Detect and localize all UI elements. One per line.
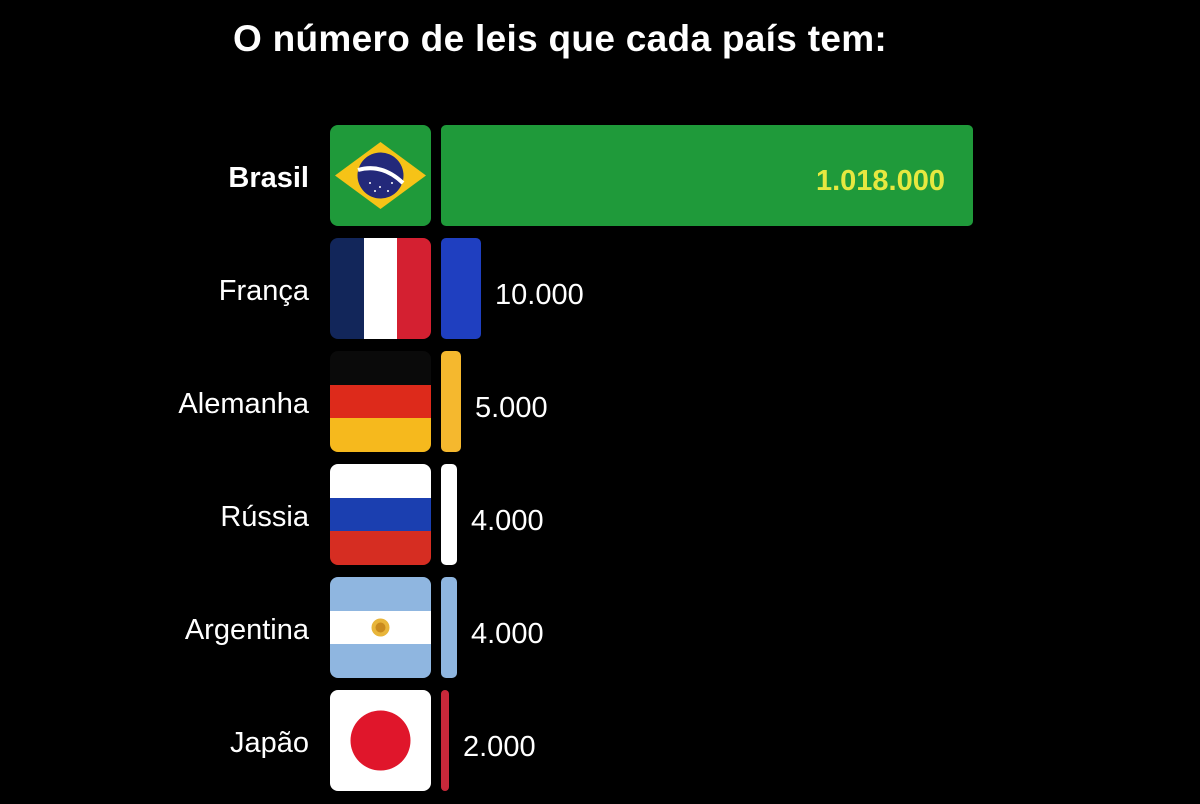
category-label: Alemanha <box>178 388 309 420</box>
russia-flag-icon <box>330 464 431 565</box>
chart-title: O número de leis que cada país tem: <box>232 18 888 59</box>
value-label: 4.000 <box>471 505 544 537</box>
argentina-flag-icon <box>330 577 431 678</box>
bar <box>441 125 973 226</box>
category-label: Rússia <box>220 501 309 533</box>
bar-row: Japão 2.000 <box>0 690 1200 791</box>
bar <box>441 577 457 678</box>
bar-row: Brasil 1.018.000 <box>0 125 1200 226</box>
value-label: 5.000 <box>475 392 548 424</box>
bar-row: Alemanha 5.000 <box>0 351 1200 452</box>
bar <box>441 690 449 791</box>
value-label: 2.000 <box>463 731 536 763</box>
bar-row: Rússia 4.000 <box>0 464 1200 565</box>
bar <box>441 464 457 565</box>
bar <box>441 238 481 339</box>
category-label: Japão <box>229 727 309 759</box>
france-flag-icon <box>330 238 431 339</box>
value-label: 10.000 <box>495 279 584 311</box>
bar <box>441 351 461 452</box>
bar-row: França 10.000 <box>0 238 1200 339</box>
value-label: 1.018.000 <box>815 165 945 197</box>
germany-flag-icon <box>330 351 431 452</box>
japan-flag-icon <box>330 690 431 791</box>
bar-row: Argentina 4.000 <box>0 577 1200 678</box>
brazil-flag-icon <box>330 125 431 226</box>
category-label: Brasil <box>228 162 309 194</box>
category-label: França <box>218 275 309 307</box>
category-label: Argentina <box>184 614 309 646</box>
value-label: 4.000 <box>471 618 544 650</box>
